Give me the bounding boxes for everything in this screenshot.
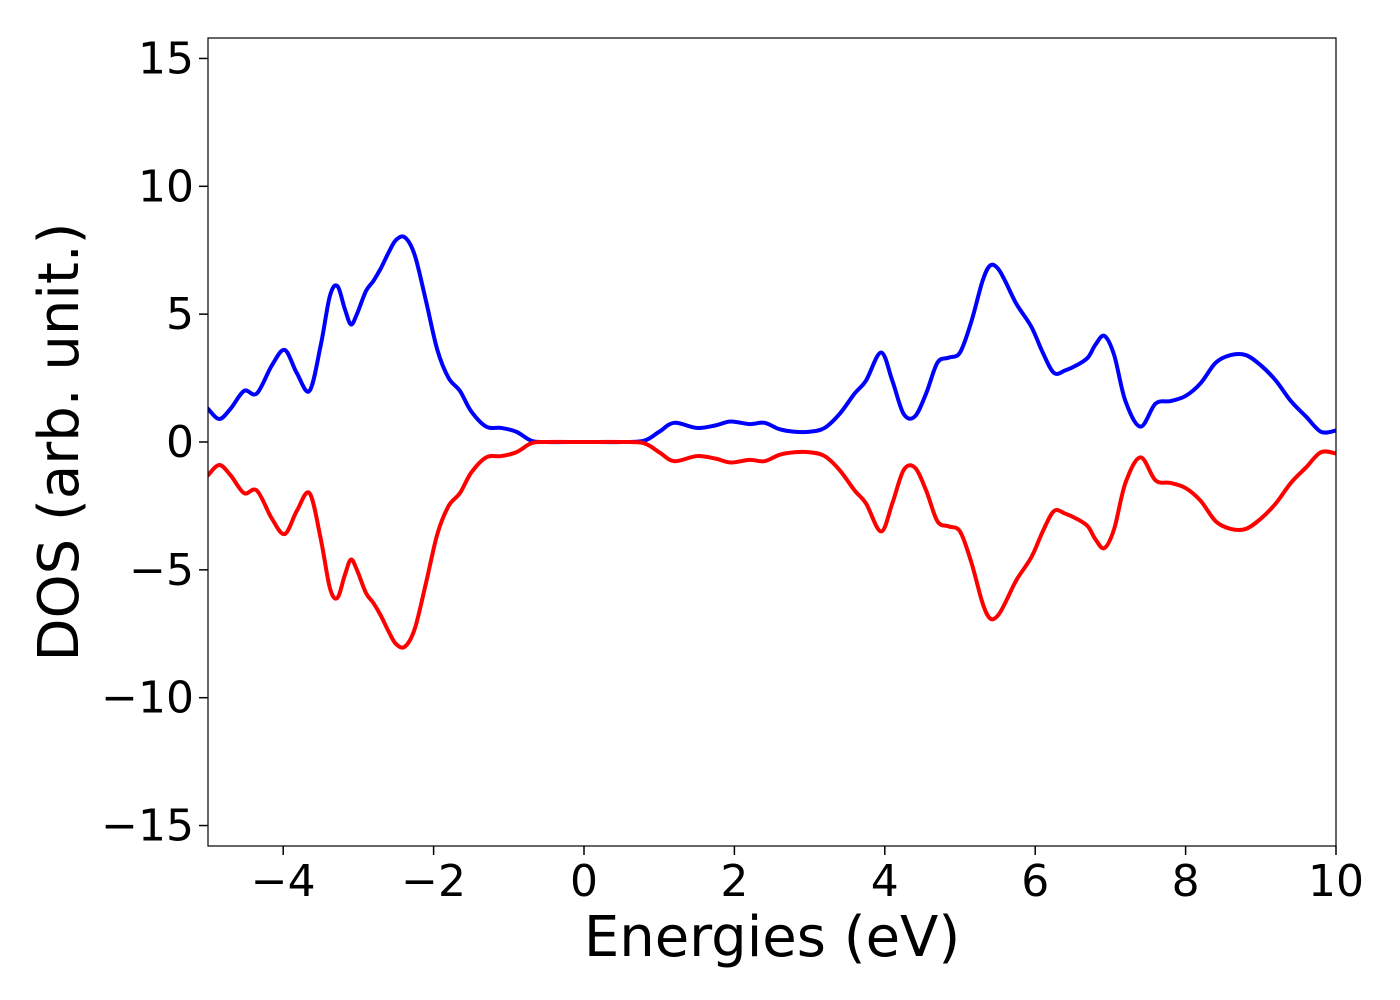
y-axis: −15 −10 −5 0 5 10 15 — [101, 33, 208, 852]
y-tick-label: −5 — [129, 545, 194, 596]
x-tick-label: −2 — [401, 856, 466, 907]
y-tick-label: 0 — [166, 417, 194, 468]
x-axis-title: Energies (eV) — [584, 905, 960, 970]
y-tick-label: 15 — [138, 33, 194, 84]
series-line-2 — [208, 439, 1336, 650]
x-tick-label: 4 — [871, 856, 899, 907]
x-tick-label: −4 — [251, 856, 316, 907]
x-tick-label: 2 — [720, 856, 748, 907]
y-tick-label: −15 — [101, 801, 194, 852]
x-tick-label: 10 — [1308, 856, 1364, 907]
x-axis: −4 −2 0 2 4 6 8 10 — [251, 846, 1364, 907]
y-tick-label: 10 — [138, 161, 194, 212]
y-axis-title: DOS (arb. unit.) — [27, 222, 92, 661]
x-tick-label: 8 — [1172, 856, 1200, 907]
y-tick-label: −10 — [101, 673, 194, 724]
series-layer — [208, 234, 1336, 650]
plot-frame — [207, 37, 1337, 847]
x-tick-label: 6 — [1021, 856, 1049, 907]
y-tick-label: 5 — [166, 289, 194, 340]
x-tick-label: 0 — [570, 856, 598, 907]
series-line-1 — [208, 234, 1336, 445]
